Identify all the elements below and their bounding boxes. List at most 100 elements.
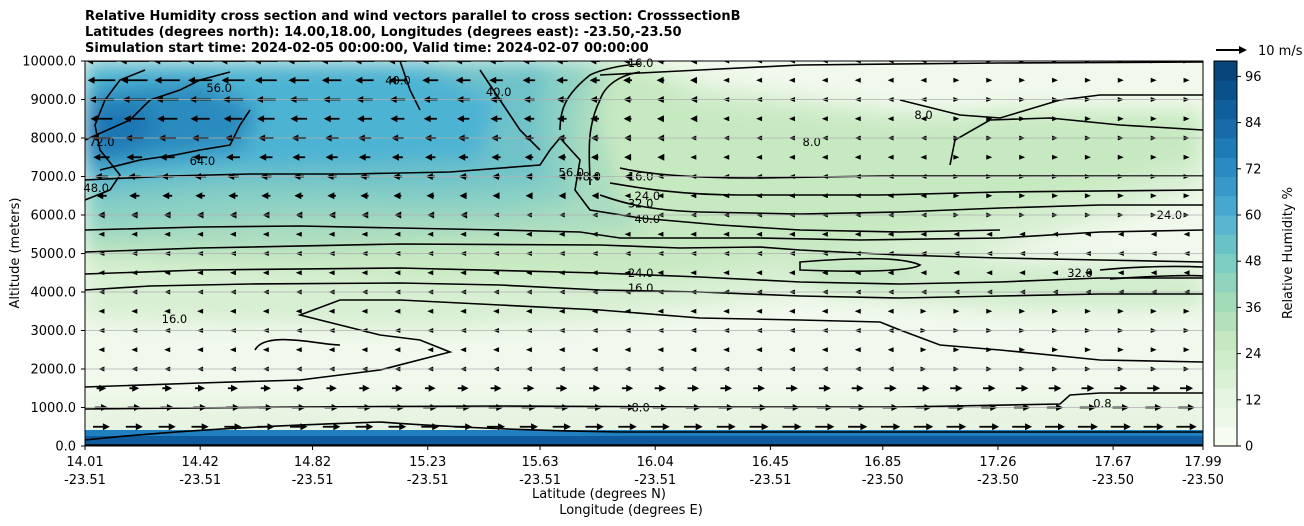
wind-vector <box>157 115 178 123</box>
wind-vector <box>229 308 236 314</box>
wind-vector <box>821 77 828 83</box>
wind-vector <box>558 308 565 314</box>
wind-vector <box>490 384 502 392</box>
wind-vector <box>361 231 368 237</box>
wind-vector <box>164 270 171 276</box>
wind-vector <box>1110 423 1131 431</box>
wind-vector <box>426 192 435 200</box>
wind-vector <box>191 423 209 431</box>
colorbar-segment <box>1214 195 1237 216</box>
wind-vector <box>490 115 502 123</box>
wind-vector <box>1052 347 1059 353</box>
wind-vector <box>427 270 434 276</box>
wind-vector <box>454 423 473 431</box>
wind-vector <box>756 154 763 160</box>
wind-vector <box>854 231 861 237</box>
wind-vector <box>723 77 730 83</box>
wind-vector <box>460 347 467 353</box>
colorbar-tick-label: 84 <box>1245 116 1262 131</box>
wind-vector <box>1084 347 1091 353</box>
wind-vector <box>164 308 171 314</box>
wind-vector <box>257 115 275 123</box>
wind-vector <box>656 76 665 84</box>
wind-vector <box>887 308 894 314</box>
wind-vector <box>624 153 632 161</box>
wind-vector <box>1084 231 1091 237</box>
wind-vector <box>1012 423 1033 431</box>
wind-vector <box>320 61 343 65</box>
wind-vector <box>920 308 927 314</box>
wind-vector <box>197 308 204 314</box>
wind-vector <box>129 384 140 392</box>
wind-vector <box>190 115 210 123</box>
wind-vector <box>392 384 403 392</box>
wind-vector <box>492 192 500 200</box>
wind-vector <box>788 231 795 237</box>
contour-label: 40.0 <box>486 85 512 99</box>
wind-vector <box>357 115 372 123</box>
wind-vector <box>887 270 894 276</box>
wind-vector <box>683 423 703 431</box>
wind-vector <box>1150 154 1157 160</box>
wind-vector <box>1052 61 1059 64</box>
x-axis-label-latitude: Latitude (degrees N) <box>532 487 666 502</box>
wind-vector <box>854 308 861 314</box>
wind-vector <box>1117 347 1124 353</box>
wind-vector <box>493 347 500 353</box>
wind-vector <box>756 61 763 64</box>
wind-vector <box>1183 308 1190 314</box>
wind-vector <box>986 347 993 353</box>
wind-vector <box>887 154 894 160</box>
wind-vector <box>723 154 730 160</box>
wind-vector <box>262 231 269 237</box>
wind-vector <box>591 308 598 314</box>
wind-vector <box>656 61 665 65</box>
colorbar-segment <box>1214 388 1237 408</box>
colorbar-segment <box>1214 138 1237 158</box>
wind-vector <box>756 77 763 83</box>
wind-vector <box>328 270 335 276</box>
wind-vector <box>1117 116 1124 122</box>
wind-vector <box>153 61 182 65</box>
wind-vector <box>953 270 960 276</box>
wind-vector <box>525 308 532 314</box>
wind-vector <box>1114 384 1128 392</box>
chart-title-line-2: Latitudes (degrees north): 14.00,18.00, … <box>85 25 682 40</box>
wind-vector <box>1019 61 1026 64</box>
wind-vector <box>887 61 894 64</box>
wind-vector <box>690 270 697 276</box>
x-tick-label-lon: -23.50 <box>1182 473 1224 488</box>
wind-vector <box>197 231 204 237</box>
wind-vector <box>1183 231 1190 237</box>
wind-vector <box>1019 270 1026 276</box>
colorbar-segment <box>1214 176 1237 197</box>
x-tick-label-lat: 15.63 <box>521 455 558 470</box>
wind-vector <box>360 192 369 200</box>
x-tick-label-lon: -23.51 <box>407 473 449 488</box>
wind-vector <box>552 423 571 431</box>
x-axis-label-longitude: Longitude (degrees E) <box>559 503 703 518</box>
x-tick-label-lat: 14.42 <box>182 455 219 470</box>
x-tick-label-lat: 16.45 <box>752 455 789 470</box>
wind-vector <box>1183 193 1190 199</box>
wind-vector <box>388 76 406 84</box>
wind-vector <box>753 384 765 392</box>
wind-vector <box>523 115 535 123</box>
wind-vector <box>1084 193 1091 199</box>
wind-vector <box>558 347 565 353</box>
wind-vector <box>295 347 302 353</box>
wind-vector <box>851 384 864 392</box>
wind-vector <box>591 192 599 200</box>
wind-vector <box>848 423 868 431</box>
wind-vector <box>98 347 105 353</box>
wind-vector <box>229 270 236 276</box>
wind-vector <box>195 384 206 392</box>
wind-vector <box>622 61 633 65</box>
wind-vector <box>1183 61 1190 64</box>
wind-vector <box>221 76 245 84</box>
wind-vector <box>821 116 828 122</box>
wind-vector <box>328 231 335 237</box>
colorbar-tick-label: 24 <box>1245 347 1262 362</box>
wind-vector <box>1019 308 1026 314</box>
wind-vector <box>818 384 831 392</box>
